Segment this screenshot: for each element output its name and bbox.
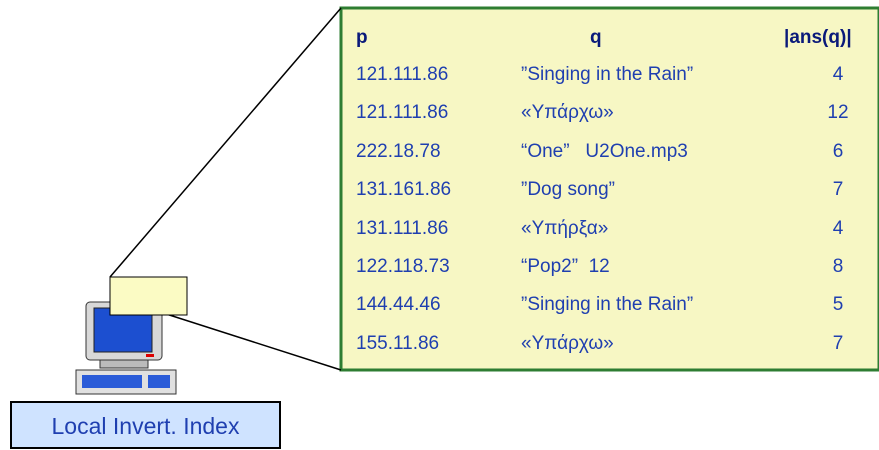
cell-p: 121.111.86 [356, 64, 449, 85]
header-q: q [590, 27, 602, 48]
computer-icon [75, 301, 177, 395]
cell-count: 4 [832, 217, 844, 239]
cell-p: 121.111.86 [356, 102, 449, 124]
header-p: p [356, 27, 368, 48]
cell-p: 155.11.86 [356, 332, 440, 354]
cell-p: 131.111.86 [356, 217, 449, 239]
label-box: Local Invert. Index [10, 401, 281, 449]
cell-q: ”Singing in the Rain” [521, 294, 694, 316]
label: Local Invert. Index [51, 413, 240, 439]
cell-count: 8 [832, 256, 844, 277]
cell-count: 12 [827, 102, 849, 124]
cell-q: «Υπήρξα» [521, 217, 609, 239]
zoom-line [109, 7, 342, 278]
index-mini-box [109, 276, 188, 316]
cell-q: «Υπάρχω» [521, 332, 614, 354]
cell-count: 4 [832, 64, 844, 85]
cell-p: 222.18.78 [356, 140, 441, 162]
index-table-box [339, 6, 879, 372]
cell-count: 7 [832, 332, 844, 354]
cell-count: 6 [832, 140, 844, 162]
cell-q: ”Dog song” [521, 179, 615, 201]
cell-p: 131.161.86 [356, 179, 452, 201]
cell-q: “Pop2” 12 [521, 256, 610, 277]
cell-count: 7 [832, 179, 844, 201]
cell-p: 122.118.73 [356, 256, 450, 277]
cell-q: «Υπάρχω» [521, 102, 614, 124]
header-count: |ans(q)| [784, 27, 852, 48]
cell-q: “One” U2One.mp3 [521, 140, 688, 162]
zoom-line [159, 311, 342, 371]
cell-p: 144.44.46 [356, 294, 441, 316]
cell-q: ”Singing in the Rain” [521, 64, 694, 85]
cell-count: 5 [832, 294, 844, 316]
